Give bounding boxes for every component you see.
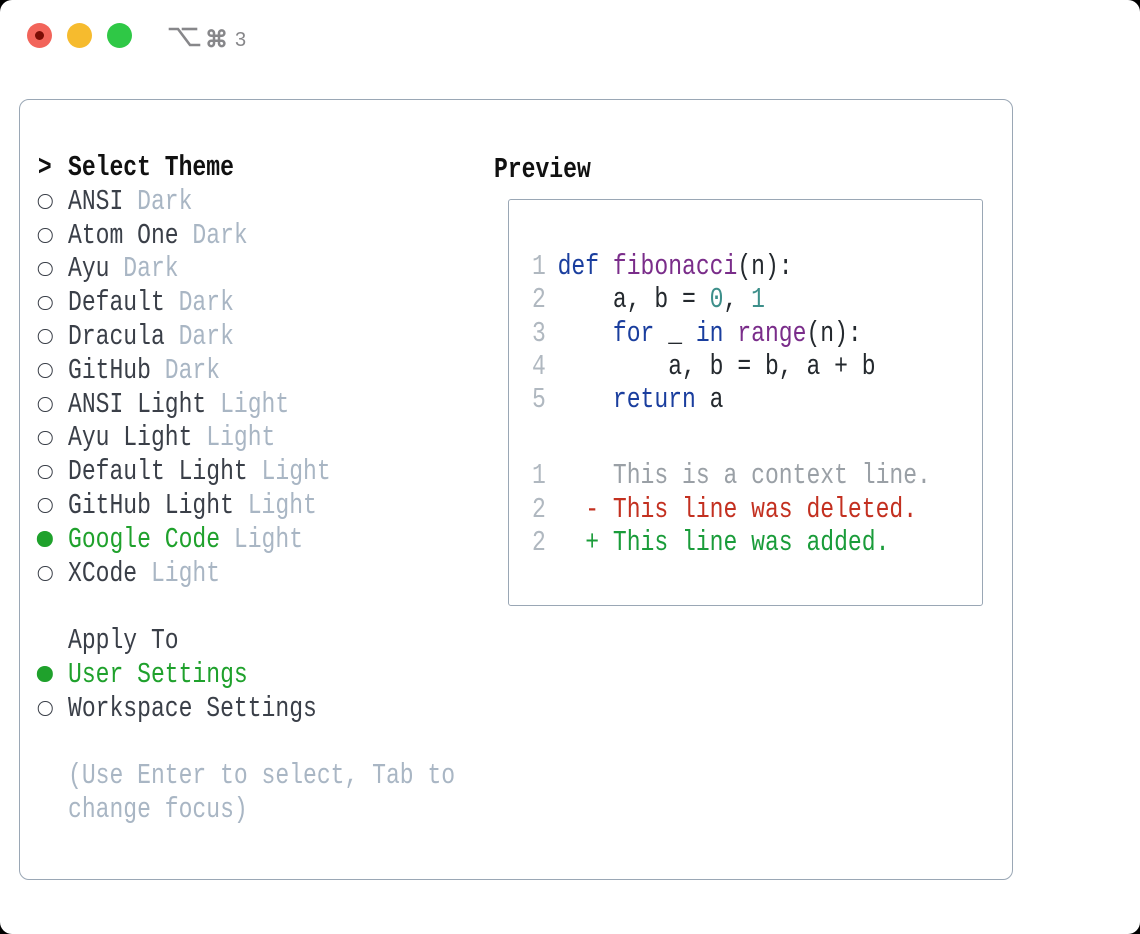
svg-text:3: 3 <box>235 29 246 51</box>
svg-text:⌘: ⌘ <box>205 26 228 52</box>
